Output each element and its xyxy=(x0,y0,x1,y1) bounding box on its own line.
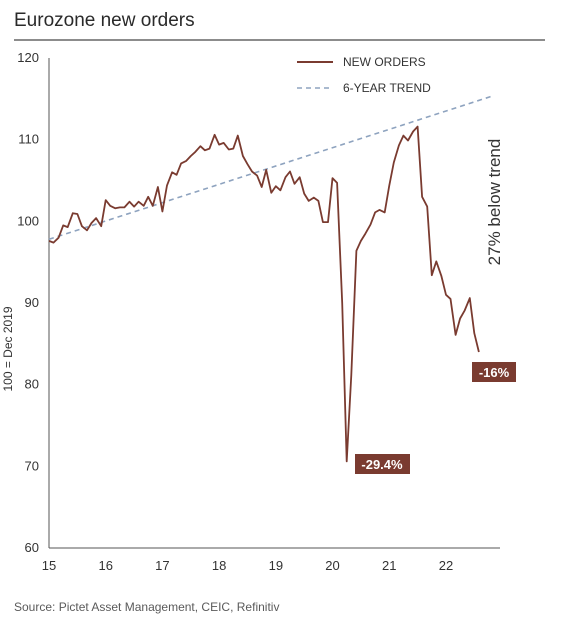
y-tick-label: 60 xyxy=(25,540,39,555)
annotation-latest-box xyxy=(472,362,516,382)
legend: NEW ORDERS 6-YEAR TREND xyxy=(297,55,431,95)
axis-layer xyxy=(48,58,500,549)
y-tick-label: 100 xyxy=(17,213,39,228)
y-axis-label: 100 = Dec 2019 xyxy=(1,306,15,391)
chart-title: Eurozone new orders xyxy=(14,10,195,31)
x-tick-label: 21 xyxy=(382,558,396,573)
y-tick-label: 70 xyxy=(25,458,39,473)
x-tick-label: 20 xyxy=(325,558,339,573)
legend-label-new-orders: NEW ORDERS xyxy=(343,55,426,69)
new-orders-line xyxy=(48,125,480,463)
y-tick-label: 110 xyxy=(18,132,39,147)
x-tick-label: 16 xyxy=(98,558,112,573)
source-note: Source: Pictet Asset Management, CEIC, R… xyxy=(14,600,280,614)
annotation-trough-box xyxy=(355,454,410,474)
y-tick-label: 80 xyxy=(25,377,39,392)
annotations: -29.4% -16% 27% below trend xyxy=(355,139,516,474)
annotation-latest-label: -16% xyxy=(479,365,510,380)
y-tick-label: 90 xyxy=(25,295,39,310)
annotation-trough: -29.4% xyxy=(355,454,410,474)
annotation-latest: -16% xyxy=(472,362,516,382)
x-tick-labels: 15 16 17 18 19 20 21 22 xyxy=(42,558,453,573)
trend-line xyxy=(48,95,492,241)
x-tick-label: 22 xyxy=(439,558,453,573)
annotation-below-trend: 27% below trend xyxy=(485,139,504,266)
annotation-trough-label: -29.4% xyxy=(361,457,403,472)
legend-label-trend: 6-YEAR TREND xyxy=(343,81,431,95)
x-tick-label: 17 xyxy=(155,558,169,573)
y-tick-label: 120 xyxy=(17,50,39,65)
y-tick-labels: 60 70 80 90 100 110 120 xyxy=(17,50,39,555)
x-tick-label: 19 xyxy=(269,558,283,573)
x-tick-label: 15 xyxy=(42,558,56,573)
x-tick-label: 18 xyxy=(212,558,226,573)
title-divider xyxy=(14,39,545,41)
series-layer xyxy=(48,95,492,463)
